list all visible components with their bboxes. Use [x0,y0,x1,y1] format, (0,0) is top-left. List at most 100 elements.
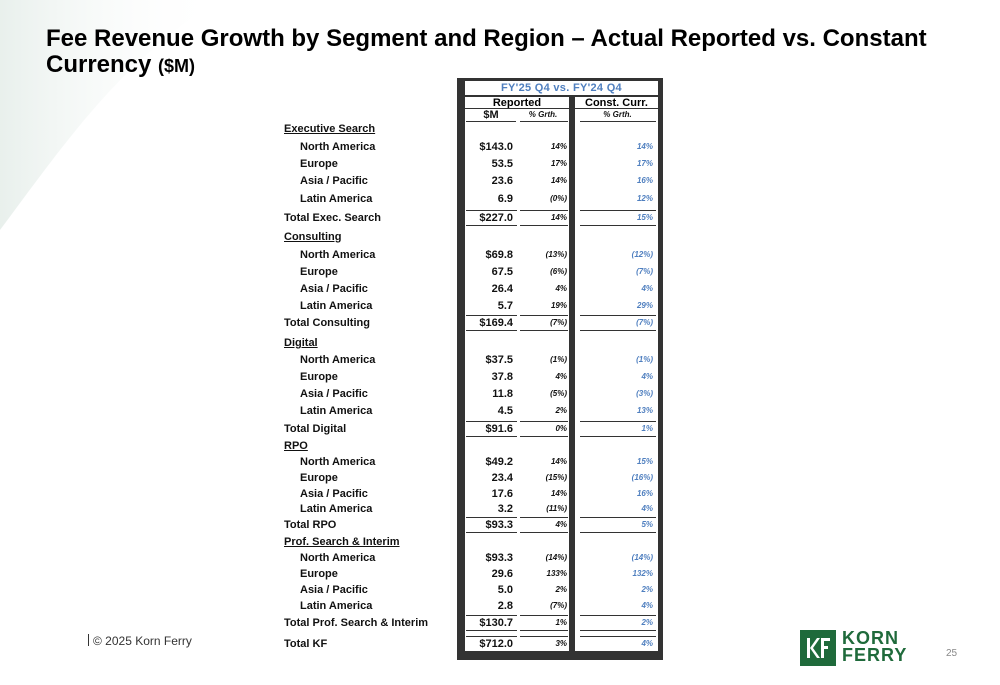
constant-currency-growth: 17% [636,159,653,168]
table-row: Asia / Pacific 23.6 14% 16% [0,174,1000,188]
total-rule-top [466,421,517,422]
title-unit: ($M) [158,56,196,76]
copyright: © 2025 Korn Ferry [93,634,192,648]
total-rule-top [466,615,517,616]
constant-currency-growth: 2% [641,585,653,594]
table-row: North America $143.0 14% 14% [0,140,1000,154]
constant-currency-growth: 4% [641,504,653,513]
total-rule-bottom [520,225,568,226]
row-label: Consulting [284,231,342,243]
table-row: Asia / Pacific 11.8 (5%) (3%) [0,387,1000,401]
reported-growth: 17% [550,159,567,168]
constant-header-rule [575,108,658,109]
reported-growth: 0% [555,424,567,433]
row-label: Executive Search [284,123,376,135]
section-row: Prof. Search & Interim [0,535,1000,549]
revenue-value: 53.5 [491,158,513,170]
company-logo: KORN FERRY [800,629,940,666]
constant-currency-growth: 16% [636,489,653,498]
row-label: Digital [284,337,318,349]
table-row: North America $37.5 (1%) (1%) [0,353,1000,367]
row-label: Asia / Pacific [300,283,368,295]
constant-currency-growth: 5% [641,520,653,529]
revenue-value: 67.5 [491,266,513,278]
constant-currency-growth: 4% [641,284,653,293]
reported-growth: (7%) [550,601,567,610]
row-label: Total Exec. Search [284,212,382,224]
total-rule-bottom [580,630,656,631]
revenue-value: 6.9 [497,193,513,205]
total-rule-top [520,636,568,637]
table-row: Europe 37.8 4% 4% [0,370,1000,384]
reported-header-rule [465,108,569,109]
reported-growth: (6%) [550,267,567,276]
total-rule-bottom [580,225,656,226]
reported-growth: (11%) [546,504,567,513]
constant-currency-growth: 14% [636,142,653,151]
total-rule-top [580,315,656,316]
revenue-value: 37.8 [491,371,513,383]
reported-growth: 14% [550,213,567,222]
row-label: Latin America [300,405,373,417]
col-header-growth: % Grth. [528,110,558,119]
row-label: Total RPO [284,519,337,531]
row-label: North America [300,354,376,366]
total-row: Total Consulting $169.4 (7%) (7%) [0,316,1000,330]
revenue-value: $712.0 [479,638,513,650]
row-label: Asia / Pacific [300,488,368,500]
constant-currency-growth: (14%) [631,553,653,562]
title-text: Fee Revenue Growth by Segment and Region… [46,25,927,78]
footer: © 2025 Korn Ferry [88,634,192,648]
table-row: Europe 23.4 (15%) (16%) [0,471,1000,485]
row-label: Latin America [300,193,373,205]
section-row: Consulting [0,230,1000,244]
total-row: Total Digital $91.6 0% 1% [0,422,1000,436]
revenue-value: $93.3 [485,519,513,531]
total-rule-top [580,421,656,422]
table-row: North America $93.3 (14%) (14%) [0,551,1000,565]
kf-monogram-icon [807,638,830,658]
table-row: Asia / Pacific 26.4 4% 4% [0,282,1000,296]
col-rule-cc [580,121,656,122]
reported-growth: (1%) [550,355,567,364]
total-rule-bottom [520,330,568,331]
header-band [465,95,658,97]
row-label: North America [300,249,376,261]
row-label: Total KF [284,638,328,650]
revenue-value: 5.7 [497,300,513,312]
reported-growth: 3% [555,639,567,648]
reported-growth: 4% [555,372,567,381]
section-row: Digital [0,336,1000,350]
row-label: Europe [300,158,338,170]
constant-currency-growth: 29% [636,301,653,310]
reported-growth: 4% [555,284,567,293]
constant-currency-growth: 12% [636,194,653,203]
constant-currency-growth: (16%) [631,473,653,482]
total-row: Total Exec. Search $227.0 14% 15% [0,211,1000,225]
constant-currency-growth: 15% [636,213,653,222]
revenue-value: $143.0 [479,141,513,153]
revenue-value: $227.0 [479,212,513,224]
reported-growth: 14% [550,457,567,466]
total-rule-bottom [520,630,568,631]
total-rule-bottom [580,436,656,437]
col-header-m: $M [483,109,499,121]
constant-currency-growth: 16% [636,176,653,185]
reported-growth: (7%) [550,318,567,327]
total-rule-top [466,517,517,518]
row-label: Prof. Search & Interim [284,536,400,548]
reported-growth: (5%) [550,389,567,398]
table-row: North America $69.8 (13%) (12%) [0,248,1000,262]
row-label: Total Digital [284,423,347,435]
logo-wordmark: KORN FERRY [842,629,908,665]
table-row: Latin America 6.9 (0%) 12% [0,192,1000,206]
logo-line2: FERRY [842,645,908,665]
row-label: North America [300,141,376,153]
reported-growth: 4% [555,520,567,529]
footer-divider [88,634,89,646]
total-rule-bottom [520,436,568,437]
total-rule-bottom [466,630,517,631]
row-label: Latin America [300,503,373,515]
total-rule-top [520,315,568,316]
row-label: RPO [284,440,308,452]
